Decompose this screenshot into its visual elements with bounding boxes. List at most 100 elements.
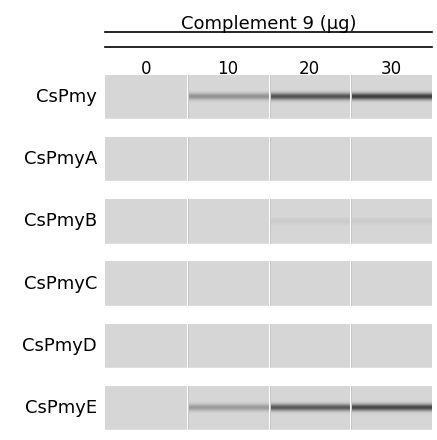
Bar	[189, 403, 268, 404]
Bar	[352, 411, 432, 412]
Bar	[189, 101, 268, 102]
Bar	[189, 100, 268, 101]
Bar	[352, 413, 432, 414]
Text: CsPmyD: CsPmyD	[22, 337, 97, 355]
Bar	[350, 199, 352, 243]
Text: 10: 10	[217, 60, 238, 78]
Bar	[352, 99, 432, 100]
Bar	[268, 199, 350, 243]
Bar	[350, 386, 352, 430]
Bar	[352, 407, 432, 408]
Bar	[268, 137, 271, 181]
Bar	[189, 410, 268, 411]
Bar	[352, 219, 432, 220]
Bar	[271, 93, 350, 94]
Bar	[187, 324, 268, 368]
Bar	[271, 414, 350, 415]
Bar	[352, 224, 432, 225]
Bar	[352, 102, 432, 103]
Bar	[271, 103, 350, 104]
Bar	[189, 96, 268, 97]
Bar	[271, 219, 350, 220]
Bar	[268, 324, 350, 368]
Bar	[189, 413, 268, 414]
Bar	[352, 96, 432, 97]
Bar	[271, 407, 350, 408]
Bar	[352, 97, 432, 98]
Bar	[271, 412, 350, 413]
Bar	[189, 92, 268, 93]
Bar	[271, 89, 350, 90]
Bar	[352, 410, 432, 411]
Bar	[189, 401, 268, 402]
Bar	[188, 199, 189, 243]
Bar	[271, 411, 350, 412]
Text: 30: 30	[381, 60, 402, 78]
Bar	[351, 324, 352, 368]
Text: CsPmyE: CsPmyE	[25, 399, 97, 417]
Bar	[268, 137, 350, 181]
Bar	[188, 324, 189, 368]
Bar	[350, 75, 352, 119]
Bar	[270, 261, 271, 306]
Bar	[189, 408, 268, 409]
Bar	[352, 89, 432, 90]
Bar	[270, 137, 271, 181]
Bar	[189, 404, 268, 405]
Bar	[352, 93, 432, 94]
Bar	[270, 199, 271, 243]
Text: 20: 20	[299, 60, 320, 78]
Bar	[271, 400, 350, 401]
Bar	[189, 95, 268, 96]
Bar	[352, 90, 432, 91]
Bar	[271, 102, 350, 103]
Bar	[187, 199, 189, 243]
Bar	[187, 261, 189, 306]
Bar	[189, 412, 268, 413]
Bar	[271, 402, 350, 403]
Bar	[271, 409, 350, 410]
Bar	[187, 137, 189, 181]
Bar	[268, 75, 271, 119]
Text: CsPmyC: CsPmyC	[24, 275, 97, 293]
Bar	[352, 98, 432, 99]
Bar	[351, 386, 352, 430]
Text: CsPmyA: CsPmyA	[24, 150, 97, 168]
Bar	[352, 91, 432, 92]
Bar	[270, 75, 271, 119]
Bar	[271, 98, 350, 99]
Bar	[187, 75, 268, 119]
Bar	[189, 91, 268, 92]
Bar	[352, 404, 432, 405]
Bar	[271, 401, 350, 402]
Bar	[352, 221, 432, 223]
Bar	[352, 217, 432, 219]
Bar	[189, 94, 268, 95]
Bar	[187, 137, 268, 181]
Bar	[352, 95, 432, 96]
Bar	[187, 386, 189, 430]
Bar	[189, 93, 268, 94]
Bar	[271, 216, 350, 217]
Bar	[271, 408, 350, 409]
Bar	[352, 92, 432, 93]
Bar	[189, 98, 268, 99]
Bar	[350, 137, 432, 181]
Text: CsPmyB: CsPmyB	[24, 213, 97, 231]
Bar	[187, 261, 268, 306]
Bar	[271, 224, 350, 225]
Bar	[350, 261, 432, 306]
Bar	[268, 324, 271, 368]
Bar	[350, 386, 432, 430]
Bar	[105, 261, 187, 306]
Bar	[271, 91, 350, 92]
Bar	[189, 102, 268, 103]
Bar	[189, 406, 268, 407]
Bar	[268, 261, 350, 306]
Bar	[271, 97, 350, 98]
Bar	[187, 386, 268, 430]
Bar	[187, 199, 268, 243]
Bar	[352, 402, 432, 403]
Bar	[188, 137, 189, 181]
Bar	[352, 405, 432, 406]
